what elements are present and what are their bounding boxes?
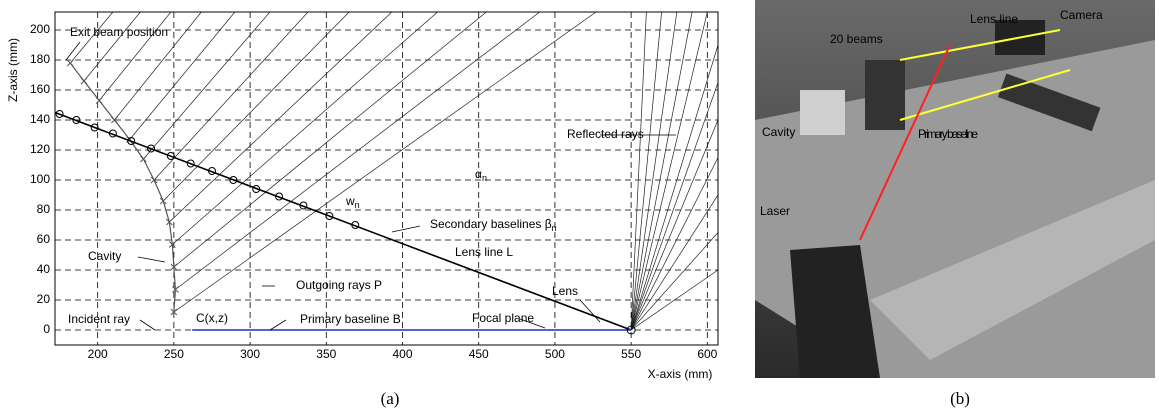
plot-area: [55, 12, 718, 345]
photo-label: Cavity: [762, 125, 795, 139]
annotation-arrow: [270, 320, 286, 330]
annotation-text: α: [475, 167, 482, 181]
outgoing-ray: [84, 12, 140, 81]
annotation-text: Exit beam position: [70, 25, 168, 39]
annotation: Lens: [552, 284, 578, 298]
x-tick-label: 600: [697, 347, 717, 361]
annotation: C(x,z): [196, 311, 228, 325]
annotation: αn: [475, 167, 487, 183]
annotation: Primary baseline B: [300, 312, 401, 326]
photo-label: Laser: [760, 204, 790, 218]
annotation: Cavity: [88, 249, 121, 263]
y-tick-label: 40: [37, 262, 51, 276]
x-tick-label: 550: [621, 347, 641, 361]
y-tick-label: 180: [30, 52, 50, 66]
cavity-marker: [140, 156, 146, 162]
annotation: Lens line L: [455, 245, 513, 259]
annotation-text: Reflected rays: [567, 127, 644, 141]
plot-frame: [55, 12, 718, 345]
annotation-arrow: [140, 320, 155, 330]
annotation: Outgoing rays P: [296, 278, 382, 292]
annotation-text: Cavity: [88, 249, 121, 263]
outgoing-ray: [174, 12, 596, 312]
annotation-arrow: [138, 257, 165, 262]
reflected-ray: [631, 270, 718, 330]
reflected-ray: [631, 45, 718, 330]
annotation-subscript: n: [482, 173, 487, 183]
outgoing-ray: [169, 12, 392, 222]
photo-label: Primary baseline: [918, 127, 978, 141]
annotation: Exit beam position: [70, 25, 168, 39]
annotation-arrow: [66, 42, 80, 60]
outgoing-ray: [154, 12, 308, 180]
y-tick-label: 200: [30, 22, 50, 36]
x-tick-label: 500: [545, 347, 565, 361]
x-axis-label: X-axis (mm): [648, 367, 713, 381]
reflected-ray: [631, 158, 718, 331]
series-line: [70, 63, 175, 312]
annotation-text: Lens: [552, 284, 578, 298]
annotation-subscript: n: [355, 200, 360, 210]
x-tick-label: 450: [469, 347, 489, 361]
reflected-ray: [631, 233, 718, 331]
y-tick-label: 60: [37, 232, 51, 246]
y-tick-label: 120: [30, 142, 50, 156]
annotation: Secondary baselines βn: [430, 217, 557, 233]
photo-label: 20 beams: [830, 32, 883, 46]
cavity-marker: [67, 60, 73, 66]
annotation-arrow: [392, 226, 420, 232]
x-tick-label: 200: [88, 347, 108, 361]
y-axis-label: Z-axis (mm): [6, 38, 20, 102]
annotation-text: Secondary baselines β: [430, 217, 552, 231]
y-tick-label: 0: [43, 322, 50, 336]
reflected-ray: [631, 83, 718, 331]
reflected-ray: [631, 120, 718, 330]
annotation-text: C(x,z): [196, 311, 228, 325]
x-tick-label: 250: [164, 347, 184, 361]
annotation-text: Incident ray: [68, 312, 130, 326]
annotation: Incident ray: [68, 312, 130, 326]
x-tick-label: 400: [392, 347, 412, 361]
annotation-text: Lens line L: [455, 245, 513, 259]
caption: (b): [950, 389, 970, 408]
y-tick-label: 160: [30, 82, 50, 96]
annotation-text: Outgoing rays P: [296, 278, 382, 292]
outgoing-ray: [163, 12, 349, 201]
y-tick-label: 100: [30, 172, 50, 186]
annotation: Focal plane: [472, 311, 534, 325]
y-tick-label: 20: [37, 292, 51, 306]
annotation-text: Primary baseline B: [300, 312, 401, 326]
x-tick-label: 350: [316, 347, 336, 361]
y-tick-label: 140: [30, 112, 50, 126]
photo: [755, 0, 1155, 378]
x-tick-label: 300: [240, 347, 260, 361]
annotation: wn: [345, 194, 360, 210]
annotation-subscript: n: [552, 223, 557, 233]
caption: (a): [381, 389, 400, 408]
photo-label: Camera: [1060, 8, 1103, 22]
annotation-text: Focal plane: [472, 311, 534, 325]
annotation: Reflected rays: [567, 127, 644, 141]
annotation-text: w: [345, 194, 355, 208]
y-tick-label: 80: [37, 202, 51, 216]
cavity-marker: [81, 78, 87, 84]
photo-label: Lens line: [970, 12, 1018, 26]
figure: (a) (b) 200 250 300 350 400 450 500 550 600 0 20 40…: [0, 0, 1159, 412]
cavity-marker: [96, 98, 102, 104]
